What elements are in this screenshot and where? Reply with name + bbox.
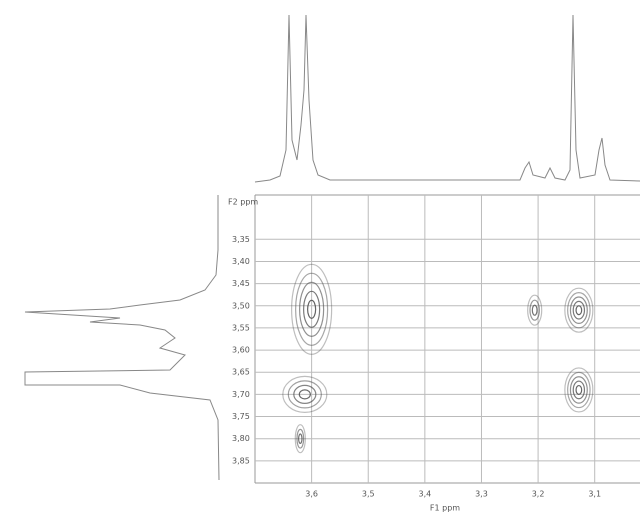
x-tick-label: 3,1 xyxy=(588,490,601,499)
y-tick-label: 3,65 xyxy=(232,368,250,377)
contour xyxy=(572,380,586,400)
contour xyxy=(291,263,333,355)
y-tick-label: 3,45 xyxy=(232,279,250,288)
contour xyxy=(527,294,543,326)
y-tick-label: 3,75 xyxy=(232,412,250,421)
y-tick-label: 3,60 xyxy=(232,346,250,355)
x-tick-label: 3,4 xyxy=(418,490,431,499)
contour xyxy=(575,305,583,316)
contour xyxy=(287,380,322,409)
x-tick-label: 3,3 xyxy=(475,490,488,499)
contour xyxy=(564,287,594,333)
cross-peak xyxy=(564,367,594,413)
y-tick-label: 3,40 xyxy=(232,257,250,266)
cross-peak xyxy=(294,424,306,454)
cross-peak xyxy=(564,287,594,333)
contour xyxy=(293,384,317,404)
y-tick-label: 3,50 xyxy=(232,301,250,310)
contour xyxy=(296,428,305,449)
contour xyxy=(531,304,538,316)
contour xyxy=(303,290,321,328)
contour xyxy=(569,296,588,324)
cross-peak xyxy=(291,263,333,355)
top-projection xyxy=(254,14,640,183)
y-tick-label: 3,55 xyxy=(232,323,250,332)
contour xyxy=(282,375,328,413)
contour xyxy=(564,367,594,413)
y-tick-label: 3,35 xyxy=(232,235,250,244)
contour xyxy=(307,299,317,319)
contour xyxy=(295,272,329,346)
contour xyxy=(529,299,540,321)
contour xyxy=(567,292,591,329)
x-tick-label: 3,5 xyxy=(362,490,375,499)
contour xyxy=(569,376,588,404)
x-axis-label: F1 ppm xyxy=(430,504,460,513)
contour xyxy=(298,389,311,400)
contour xyxy=(294,424,306,454)
contour xyxy=(572,300,586,320)
y-tick-label: 3,70 xyxy=(232,390,250,399)
contour xyxy=(567,371,591,409)
contour xyxy=(575,384,583,395)
y-axis-label: F2 ppm xyxy=(228,198,258,207)
x-tick-label: 3,6 xyxy=(305,490,318,499)
cross-peak xyxy=(527,294,543,326)
cross-peak xyxy=(282,375,328,413)
contour xyxy=(298,433,303,444)
y-tick-label: 3,80 xyxy=(232,434,250,443)
x-tick-label: 3,2 xyxy=(532,490,545,499)
y-tick-label: 3,85 xyxy=(232,456,250,465)
left-projection xyxy=(24,195,220,481)
contour xyxy=(299,281,325,337)
